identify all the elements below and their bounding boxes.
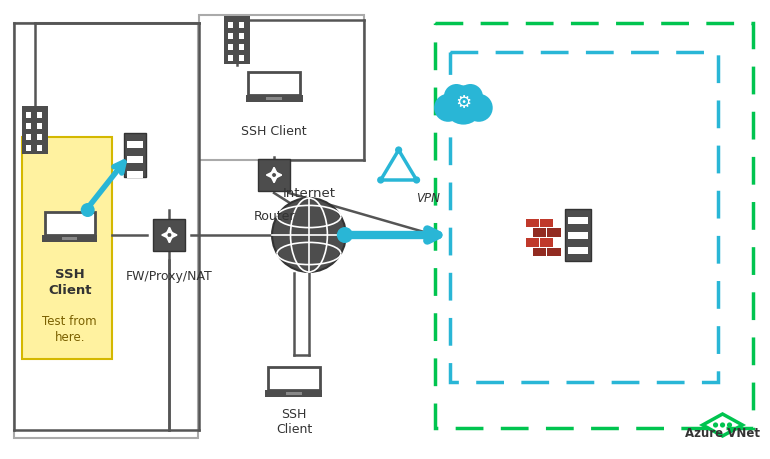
Bar <box>533 228 546 237</box>
Bar <box>126 141 142 148</box>
Bar <box>568 247 588 254</box>
Circle shape <box>444 84 469 109</box>
Bar <box>248 72 300 95</box>
Text: Router: Router <box>253 210 295 223</box>
Text: Azure VNet: Azure VNet <box>685 427 760 440</box>
Bar <box>228 33 233 39</box>
Bar <box>26 112 31 118</box>
Text: SSH
Client: SSH Client <box>48 268 92 297</box>
Bar <box>224 16 250 64</box>
Circle shape <box>713 422 718 428</box>
Bar <box>533 248 546 257</box>
Circle shape <box>377 176 384 184</box>
Bar <box>199 15 363 160</box>
Bar <box>450 52 718 382</box>
Bar <box>26 134 31 140</box>
Circle shape <box>444 85 483 124</box>
Text: VPN: VPN <box>417 192 440 205</box>
Bar <box>239 44 244 50</box>
Circle shape <box>81 203 95 217</box>
Text: ⚙: ⚙ <box>455 94 471 112</box>
Bar <box>22 137 112 359</box>
Bar <box>228 55 233 61</box>
Bar <box>26 123 31 129</box>
Bar <box>22 106 48 154</box>
Bar <box>565 209 591 261</box>
Text: Internet: Internet <box>283 187 336 200</box>
Bar <box>26 145 31 151</box>
Bar <box>37 123 42 129</box>
Bar <box>434 23 753 428</box>
Bar <box>246 95 303 102</box>
Bar <box>547 228 561 237</box>
Circle shape <box>395 146 402 154</box>
Bar <box>37 112 42 118</box>
Circle shape <box>465 94 493 122</box>
Bar <box>239 22 244 28</box>
Bar <box>540 238 554 246</box>
Bar <box>540 218 554 227</box>
Bar <box>526 238 539 246</box>
Bar <box>62 237 77 240</box>
Circle shape <box>434 94 462 122</box>
Bar <box>568 232 588 239</box>
Bar <box>37 134 42 140</box>
Bar <box>126 156 142 163</box>
Bar <box>228 44 233 50</box>
Bar <box>45 212 95 235</box>
Circle shape <box>727 422 732 428</box>
Bar <box>228 22 233 28</box>
Bar <box>42 235 97 242</box>
Bar <box>258 159 290 191</box>
Circle shape <box>413 176 420 184</box>
Bar <box>37 145 42 151</box>
Text: SSH Client: SSH Client <box>241 125 307 138</box>
Bar <box>526 218 539 227</box>
Circle shape <box>272 198 346 272</box>
Text: Test from
here.: Test from here. <box>42 315 97 344</box>
Bar <box>239 55 244 61</box>
Text: FW/Proxy/NAT: FW/Proxy/NAT <box>126 270 213 283</box>
Bar <box>266 97 282 100</box>
Bar <box>153 219 186 251</box>
Bar <box>286 392 302 395</box>
Bar <box>126 171 142 178</box>
Circle shape <box>336 227 353 243</box>
Bar <box>547 248 561 257</box>
Bar <box>268 367 320 391</box>
Circle shape <box>458 84 483 109</box>
Bar <box>266 391 323 397</box>
Circle shape <box>720 422 725 428</box>
Bar <box>239 33 244 39</box>
Text: SSH
Client: SSH Client <box>276 408 312 436</box>
Bar <box>14 23 199 438</box>
Bar <box>568 217 588 224</box>
Bar <box>123 133 146 177</box>
